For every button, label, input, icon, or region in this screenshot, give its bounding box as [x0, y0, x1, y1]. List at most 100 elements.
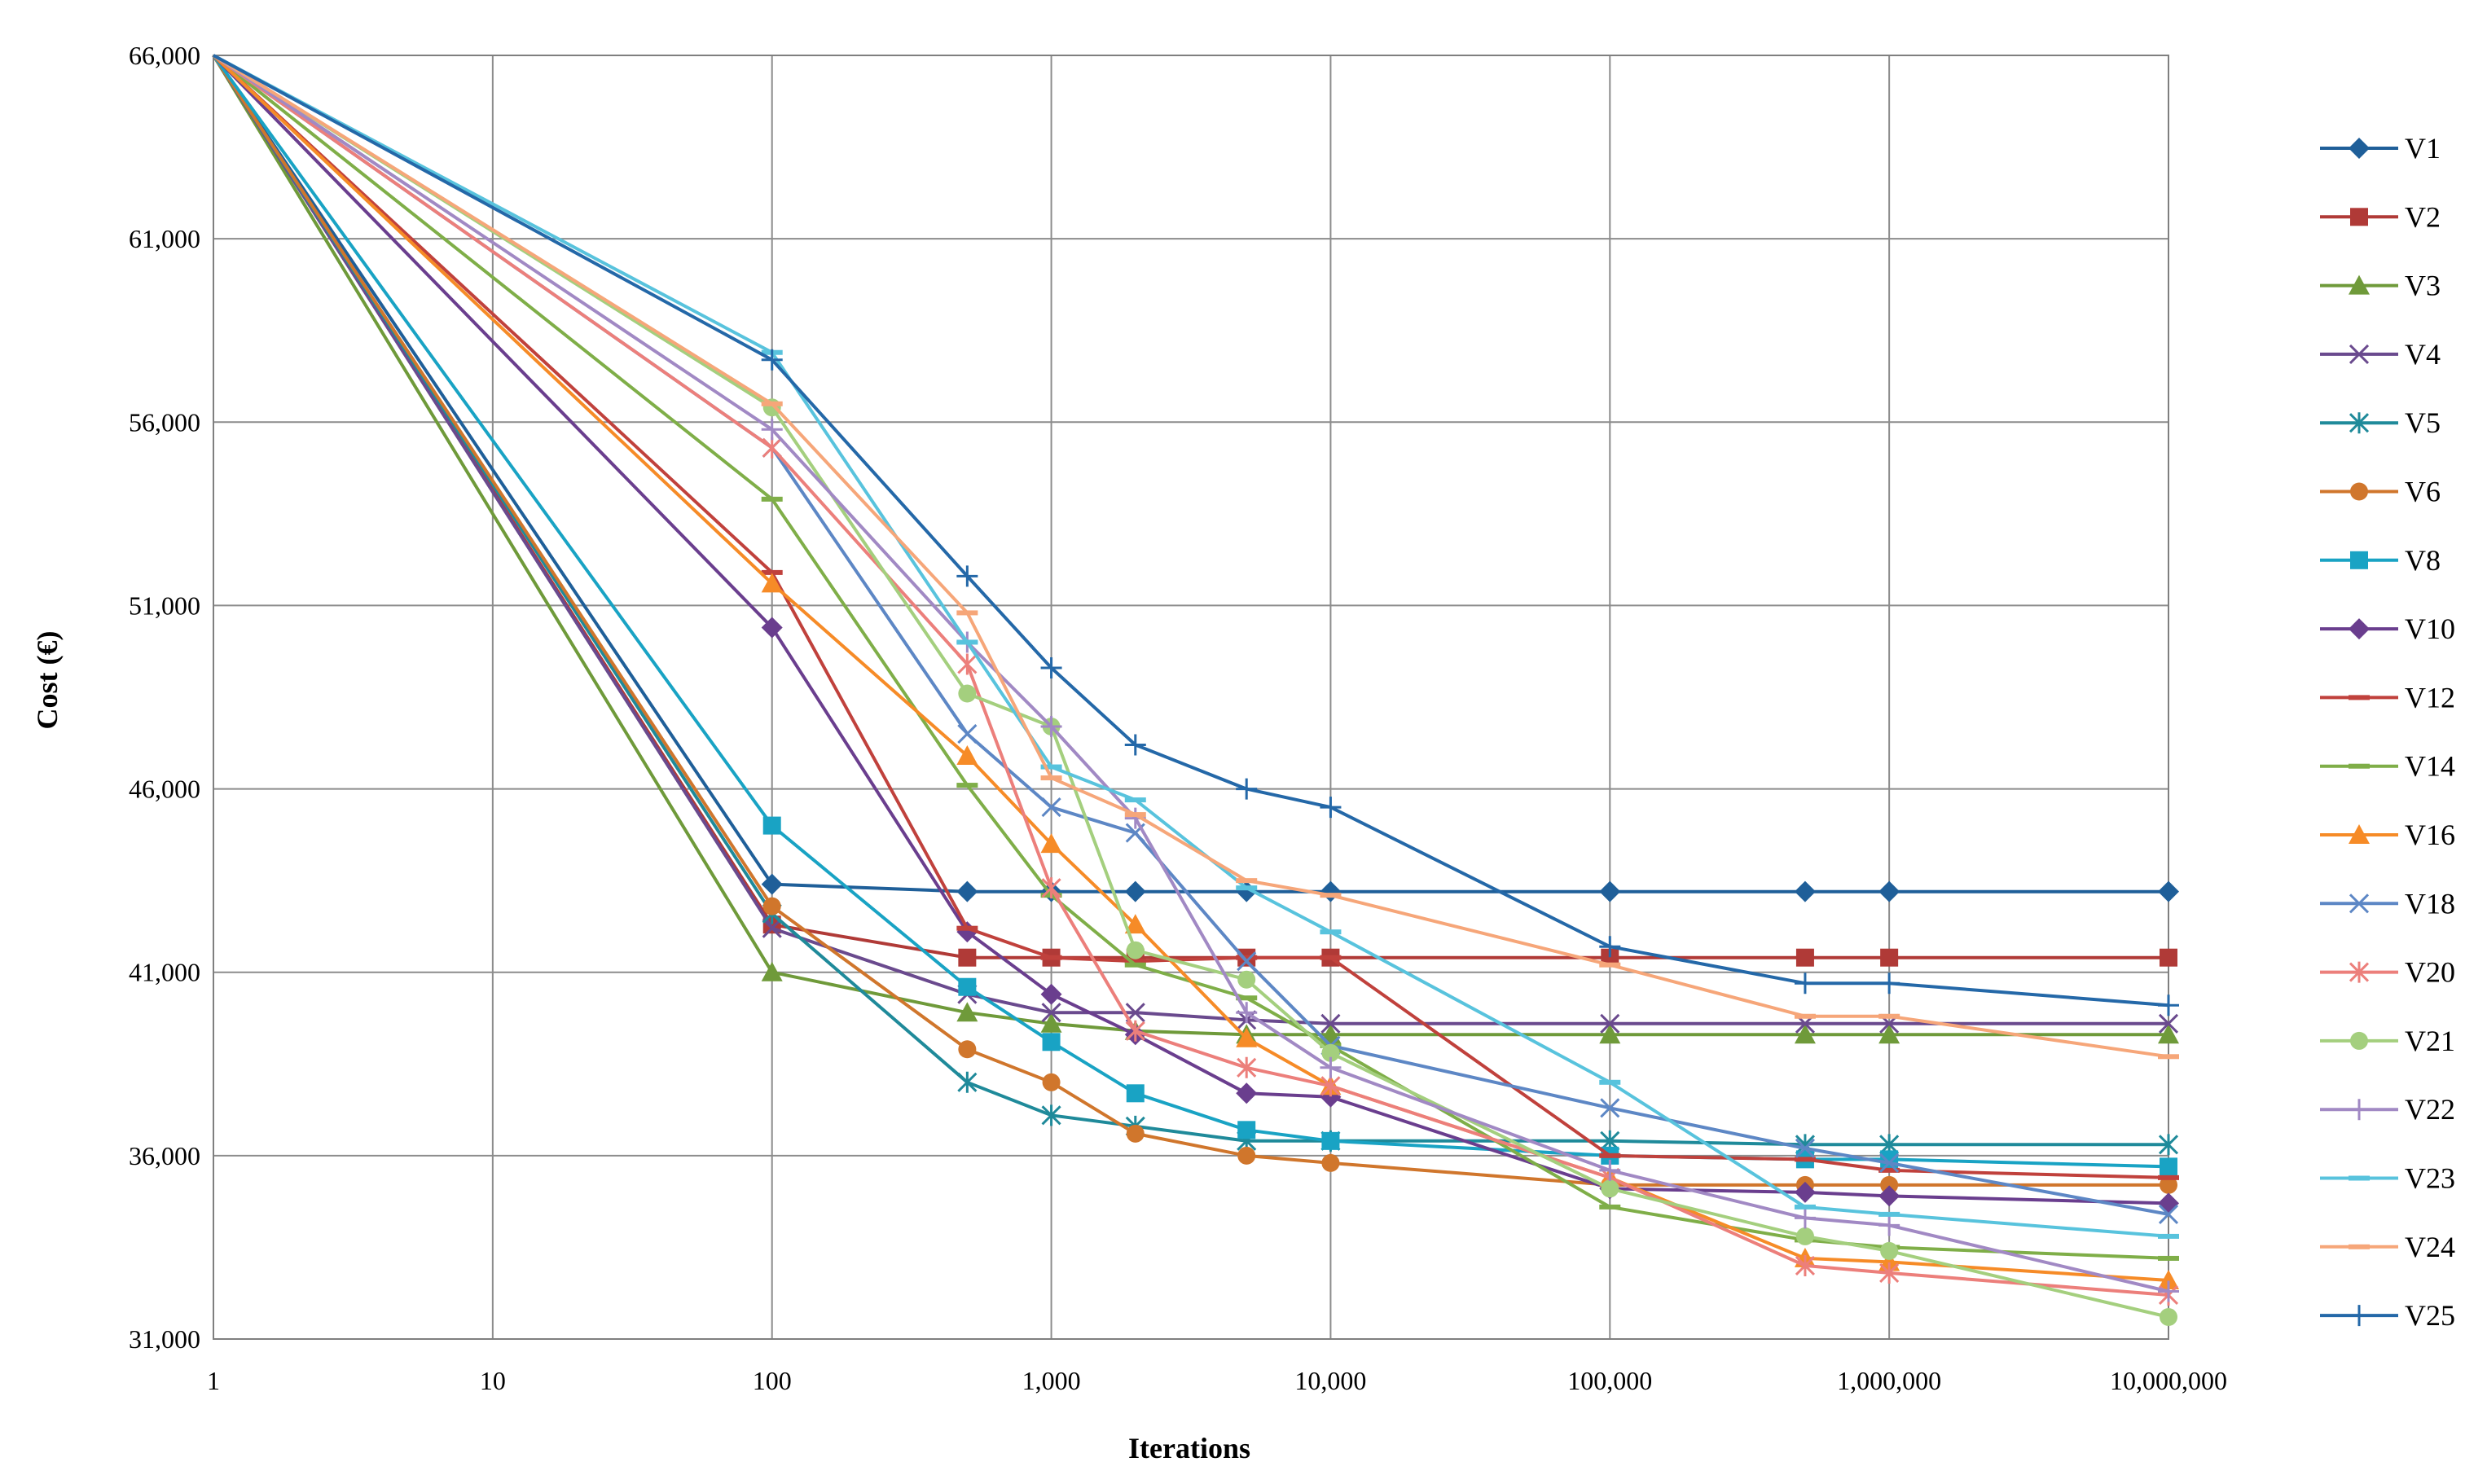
data-point-v14 [1599, 1204, 1621, 1210]
data-point-v10 [1236, 1082, 1258, 1104]
y-tick-label: 36,000 [129, 1141, 200, 1170]
legend-entry-v2: V2 [2320, 200, 2441, 233]
legend-marker-v6 [2350, 482, 2368, 501]
legend-marker-v18 [2349, 893, 2370, 914]
data-point-v2 [1795, 948, 1814, 967]
data-point-v18 [1600, 1098, 1620, 1118]
data-point-v24 [1040, 775, 1062, 781]
data-point-v5 [1041, 1104, 1061, 1126]
data-point-v24 [956, 610, 978, 616]
data-point-v25 [1794, 973, 1816, 994]
data-point-v14 [956, 783, 978, 788]
legend-label-v22: V22 [2405, 1093, 2455, 1126]
legend-label-v8: V8 [2405, 544, 2441, 577]
series-v12 [212, 54, 2179, 1180]
data-point-v6 [1321, 1153, 1340, 1172]
data-point-v18 [1879, 1153, 1900, 1173]
legend-marker-v21 [2350, 1031, 2368, 1050]
data-point-v16 [1124, 914, 1146, 934]
legend-marker-v22 [2349, 1099, 2370, 1121]
data-point-v23 [1040, 764, 1062, 770]
legend-marker-v3 [2349, 274, 2370, 295]
data-point-v24 [1794, 1013, 1816, 1019]
legend-label-v20: V20 [2405, 956, 2455, 989]
x-tick-label: 100,000 [1567, 1366, 1652, 1395]
x-tick-label: 100 [753, 1366, 792, 1395]
data-point-v18 [957, 723, 978, 744]
legend-entry-v6: V6 [2320, 476, 2441, 508]
data-point-v16 [1040, 833, 1062, 854]
legend-label-v6: V6 [2405, 476, 2441, 508]
legend-label-v10: V10 [2405, 612, 2455, 645]
data-point-v4 [1600, 1013, 1620, 1034]
legend-entry-v18: V18 [2320, 887, 2455, 920]
data-point-v20 [1879, 1262, 1900, 1284]
series-v25 [213, 54, 2179, 1016]
legend-entry-v8: V8 [2320, 544, 2441, 577]
legend-label-v16: V16 [2405, 819, 2455, 851]
legend-entry-v20: V20 [2320, 956, 2455, 989]
data-point-v3 [1794, 1024, 1816, 1044]
legend-entry-v12: V12 [2320, 681, 2455, 713]
data-point-v3 [1878, 1024, 1900, 1044]
data-point-v1 [2158, 880, 2179, 902]
legend-label-v24: V24 [2405, 1231, 2455, 1263]
legend-entry-v1: V1 [2320, 132, 2441, 165]
data-point-v22 [1794, 1207, 1816, 1229]
data-point-v23 [956, 639, 978, 645]
data-point-v6 [1880, 1175, 1899, 1194]
grid-lines [213, 55, 2169, 1340]
data-point-v20 [1125, 1020, 1145, 1042]
legend-entry-v5: V5 [2320, 406, 2441, 439]
legend-label-v25: V25 [2405, 1299, 2455, 1332]
data-point-v2 [958, 948, 977, 967]
data-point-v6 [1042, 1073, 1061, 1091]
y-tick-label: 31,000 [129, 1324, 200, 1354]
data-point-v18 [1795, 1138, 1815, 1158]
data-point-v16 [1236, 1027, 1258, 1047]
data-point-v21 [2160, 1307, 2177, 1326]
legend-label-v18: V18 [2405, 887, 2455, 920]
data-point-v12 [761, 569, 783, 575]
x-tick-label: 1 [207, 1366, 220, 1395]
data-point-v18 [1237, 951, 1257, 972]
data-point-v25 [956, 565, 978, 587]
data-point-v23 [2158, 1233, 2179, 1239]
data-point-v2 [1880, 948, 1899, 967]
data-point-v23 [1794, 1204, 1816, 1210]
data-point-v5 [957, 1071, 978, 1093]
data-point-v23 [1320, 929, 1342, 935]
legend-marker-v12 [2349, 695, 2370, 700]
legend-label-v4: V4 [2405, 338, 2441, 371]
data-point-v1 [956, 880, 978, 902]
legend-entry-v14: V14 [2320, 750, 2455, 783]
y-tick-label: 41,000 [129, 958, 200, 987]
y-tick-label: 51,000 [129, 591, 200, 620]
data-point-v12 [1599, 1153, 1621, 1158]
data-point-v1 [1599, 880, 1621, 902]
data-point-v3 [1040, 1012, 1062, 1033]
data-point-v18 [1041, 797, 1061, 818]
data-point-v25 [1878, 973, 1900, 994]
series-v22 [212, 54, 2179, 1302]
data-point-v8 [762, 816, 781, 835]
x-tick-label: 1,000,000 [1837, 1366, 1941, 1395]
data-point-v12 [1040, 955, 1062, 960]
data-point-v22 [1599, 1159, 1621, 1181]
data-point-v24 [761, 401, 783, 406]
legend-entry-v3: V3 [2320, 270, 2441, 302]
data-point-v3 [1599, 1024, 1621, 1044]
data-point-v22 [1040, 716, 1062, 738]
data-point-v8 [1321, 1131, 1340, 1150]
legend-marker-v25 [2349, 1305, 2370, 1327]
data-point-v16 [761, 573, 783, 593]
legend-marker-v16 [2349, 824, 2370, 844]
data-point-v23 [1599, 1079, 1621, 1085]
data-point-v22 [1320, 1056, 1342, 1078]
data-point-v22 [761, 419, 783, 441]
legend-label-v23: V23 [2405, 1162, 2455, 1195]
data-point-v24 [2158, 1054, 2179, 1060]
data-point-v14 [1124, 962, 1146, 968]
legend-label-v1: V1 [2405, 132, 2441, 165]
